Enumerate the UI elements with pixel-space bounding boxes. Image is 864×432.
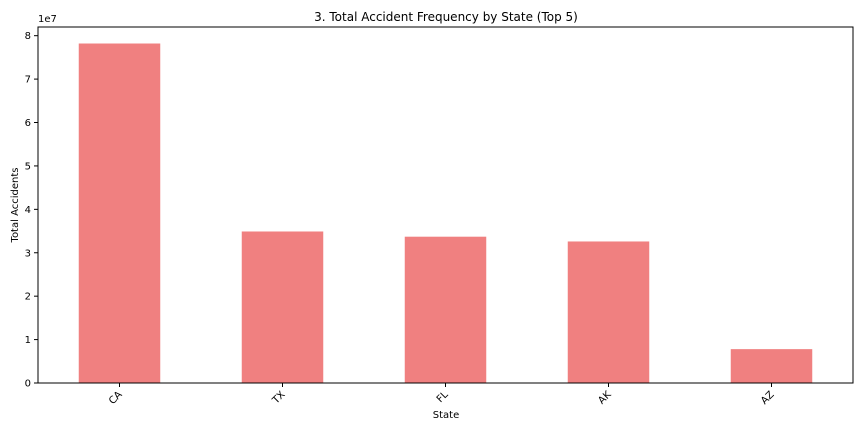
bar-ak xyxy=(567,241,650,383)
x-axis: CA TX FL AK AZ xyxy=(107,383,777,407)
bar-az xyxy=(730,349,813,383)
y-tick-label: 6 xyxy=(25,118,31,129)
y-tick-label: 3 xyxy=(25,248,31,259)
y-tick-label: 8 xyxy=(25,31,31,42)
y-axis-title: Total Accidents xyxy=(10,168,21,244)
y-tick-label: 5 xyxy=(25,161,31,172)
y-tick-label: 2 xyxy=(25,292,31,303)
x-axis-title: State xyxy=(433,410,459,421)
y-tick-label: 0 xyxy=(25,379,31,390)
x-tick-label: AZ xyxy=(759,389,777,407)
bar-ca xyxy=(78,43,161,384)
y-tick-label: 1 xyxy=(25,335,31,346)
chart-title: 3. Total Accident Frequency by State (To… xyxy=(314,10,578,24)
bar-tx xyxy=(241,231,324,383)
bars-layer xyxy=(78,43,813,384)
x-tick-label: CA xyxy=(107,389,125,407)
y-tick-label: 7 xyxy=(25,75,31,86)
x-tick-label: TX xyxy=(270,389,288,407)
y-axis: 0 1 2 3 4 5 6 7 8 xyxy=(25,31,38,390)
bar-fl xyxy=(404,236,487,383)
scale-label: 1e7 xyxy=(38,14,57,25)
x-tick-label: AK xyxy=(596,389,614,407)
y-tick-label: 4 xyxy=(25,205,31,216)
x-tick-label: FL xyxy=(435,389,451,405)
